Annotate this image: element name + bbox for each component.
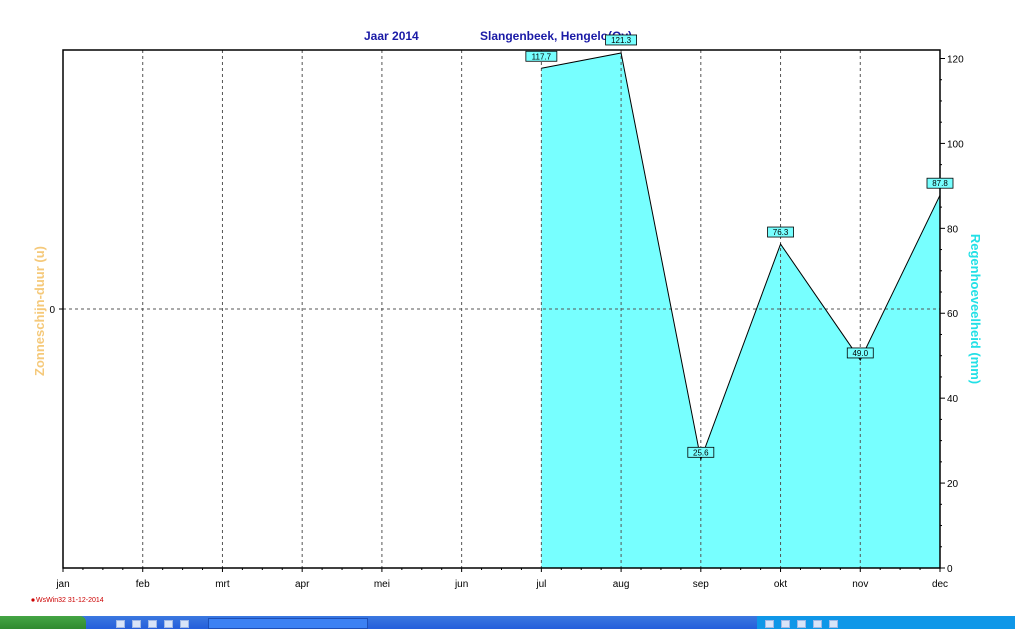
x-tick-label: mei (374, 579, 390, 590)
data-label: 121.3 (611, 36, 632, 45)
footer-stamp: WsWin32 31-12-2014 (36, 597, 104, 604)
data-label-box (687, 446, 715, 458)
rain-line (541, 52, 941, 462)
x-tick-label: jul (535, 579, 546, 590)
x-tick-label: nov (852, 579, 868, 590)
app-icon[interactable] (164, 620, 173, 628)
data-label-box (926, 177, 954, 189)
start-button[interactable] (0, 616, 86, 629)
tray-icon[interactable] (781, 620, 790, 628)
data-label-box (767, 226, 794, 238)
taskbar-window-button[interactable] (208, 618, 368, 629)
system-tray (757, 616, 1015, 629)
tray-icon[interactable] (829, 620, 838, 628)
x-tick-label: sep (693, 579, 710, 590)
x-tick-label: jun (454, 579, 468, 590)
ie-icon[interactable] (116, 620, 125, 628)
y-tick-label: 120 (947, 54, 964, 65)
right-axis-label: Regenhoeveelheid (mm) (968, 234, 983, 384)
tray-icon[interactable] (765, 620, 774, 628)
x-tick-label: dec (932, 579, 948, 590)
data-label: 76.3 (773, 228, 789, 237)
x-tick-label: okt (774, 579, 788, 590)
chart-title-station: Slangenbeek, Hengelo(Ov) (480, 29, 632, 43)
y-tick-label: 0 (947, 564, 953, 575)
left-axis-tick: 0 (49, 305, 55, 316)
rain-area (541, 52, 940, 569)
plot-area: jan feb mrt apr mei jun jul aug sep okt nov dec 0 20 4… (55, 34, 964, 590)
y-tick-label: 80 (947, 224, 959, 235)
x-tick-label: apr (295, 579, 310, 590)
y-tick-label: 100 (947, 139, 964, 150)
tray-icon[interactable] (813, 620, 822, 628)
x-tick-label: feb (136, 579, 150, 590)
data-label: 49.0 (852, 349, 868, 358)
chart-title-year: Jaar 2014 (364, 29, 419, 43)
y-tick-label: 40 (947, 394, 959, 405)
left-axis-label: Zonneschijn-duur (u) (32, 246, 47, 376)
taskbar (0, 616, 1015, 629)
rain-chart: Jaar 2014 Slangenbeek, Hengelo(Ov) jan fe… (31, 29, 983, 604)
data-label: 87.8 (932, 179, 948, 188)
x-tick-label: jan (55, 579, 69, 590)
folder-icon[interactable] (132, 620, 141, 628)
y-tick-label: 60 (947, 309, 959, 320)
footer-dot (31, 598, 35, 602)
data-label: 25.6 (693, 448, 709, 457)
app-icon[interactable] (180, 620, 189, 628)
y-tick-label: 20 (947, 479, 959, 490)
media-icon[interactable] (148, 620, 157, 628)
data-label-box (525, 50, 558, 62)
x-tick-label: mrt (215, 579, 230, 590)
x-tick-label: aug (613, 579, 630, 590)
tray-icon[interactable] (797, 620, 806, 628)
data-label-box (846, 347, 874, 359)
data-label-box (605, 34, 637, 46)
data-label: 117.7 (532, 52, 552, 61)
